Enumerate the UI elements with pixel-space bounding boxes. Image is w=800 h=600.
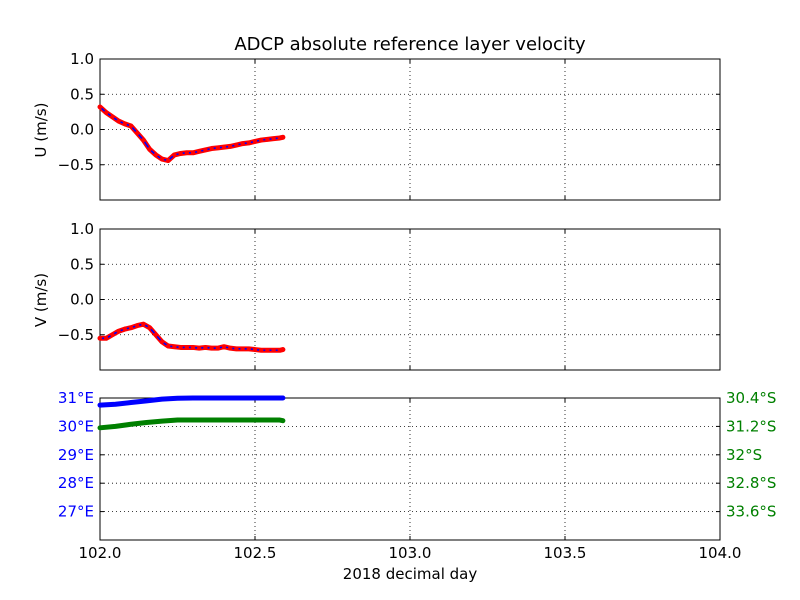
u-data-point [252,139,258,144]
u-velocity-panel: 1.0 0.5 0.0 −0.5 [58,50,721,201]
v-velocity-panel: 1.0 0.5 0.0 −0.5 [58,220,721,371]
v-data-point [221,344,227,349]
u-data-point [128,123,134,129]
u-data-point [228,144,233,149]
v-y-tick-label: 1.0 [70,220,94,238]
v-data-point [203,345,208,350]
latitude-tick-label: 32.8°S [726,474,776,492]
x-tick-label: 103.0 [389,544,432,562]
u-data-point [221,144,227,150]
v-data-point [252,347,258,352]
u-data-point [234,142,239,148]
latitude-series-line [97,417,286,431]
u-y-tick-label: 0.0 [70,121,94,139]
v-data-point [166,343,171,349]
v-axis-label: V (m/s) [32,272,50,328]
v-data-point [135,323,140,328]
u-data-point [97,104,103,110]
u-data-point [271,136,276,141]
u-data-point [166,158,171,163]
u-data-point [259,137,264,143]
u-data-point [246,140,251,146]
u-data-point [141,137,146,143]
v-data-point [197,345,202,351]
u-data-point [209,146,214,151]
v-data-point [97,336,103,341]
u-data-point [190,150,196,155]
v-data-point [159,339,165,344]
v-data-point [271,348,276,353]
u-y-tick-label: 1.0 [70,50,94,68]
longitude-tick-label: 27°E [58,503,94,521]
latitude-tick-label: 30.4°S [726,389,776,407]
u-data-point [104,110,109,115]
u-data-point [197,149,202,154]
longitude-tick-label: 31°E [58,389,94,407]
v-data-point [190,345,196,350]
latitude-tick-label: 33.6°S [726,503,776,521]
u-data-point [159,156,165,162]
v-data-point [104,336,109,341]
longitude-series-line [97,395,286,408]
v-data-point [259,348,264,353]
u-data-point [280,135,286,140]
v-data-point [234,346,239,352]
position-panel: 31°E 30°E 29°E 28°E 27°E 30.4°S 31.2°S 32°S 32.8… [58,389,777,562]
x-tick-label: 103.5 [544,544,587,562]
x-axis-label: 2018 decimal day [342,565,478,583]
u-data-point [135,130,140,136]
v-y-tick-label: 0.0 [70,291,94,309]
longitude-tick-label: 30°E [58,417,94,435]
u-data-point [116,118,121,124]
u-data-point [110,114,115,120]
v-data-point [178,345,183,350]
v-data-point [184,345,189,350]
v-y-tick-label: −0.5 [58,326,94,344]
u-data-point [153,152,158,158]
v-data-point [228,345,233,351]
v-data-point [265,348,270,353]
v-data-point [116,329,121,334]
u-data-point [172,152,177,158]
u-data-point [147,147,152,152]
v-y-tick-label: 0.5 [70,255,94,273]
longitude-tick-label: 28°E [58,474,94,492]
u-data-point [184,150,189,155]
v-data-point [110,332,115,337]
u-data-point [265,137,270,142]
v-data-point [215,345,220,351]
u-data-point [122,121,128,127]
u-axis-label: U (m/s) [32,102,50,158]
u-data-point [240,141,245,146]
u-data-point [178,151,183,156]
chart-title: ADCP absolute reference layer velocity [234,34,586,55]
longitude-tick-label: 29°E [58,446,94,464]
v-data-point [153,332,158,337]
latitude-tick-label: 32°S [726,446,762,464]
u-y-tick-label: −0.5 [58,156,94,174]
x-tick-label: 102.5 [234,544,277,562]
v-data-point [280,347,286,352]
latitude-tick-label: 31.2°S [726,417,776,435]
v-data-point [141,321,146,327]
x-tick-label: 104.0 [699,544,742,562]
u-data-point [203,147,208,153]
v-data-point [122,326,128,332]
v-data-point [240,346,245,352]
u-data-point [215,145,220,151]
u-y-tick-label: 0.5 [70,85,94,103]
v-data-point [147,325,152,330]
x-tick-label: 102.0 [79,544,122,562]
v-data-point [128,325,134,330]
v-data-point [246,346,251,352]
v-data-point [172,344,177,349]
v-data-point [209,345,214,351]
